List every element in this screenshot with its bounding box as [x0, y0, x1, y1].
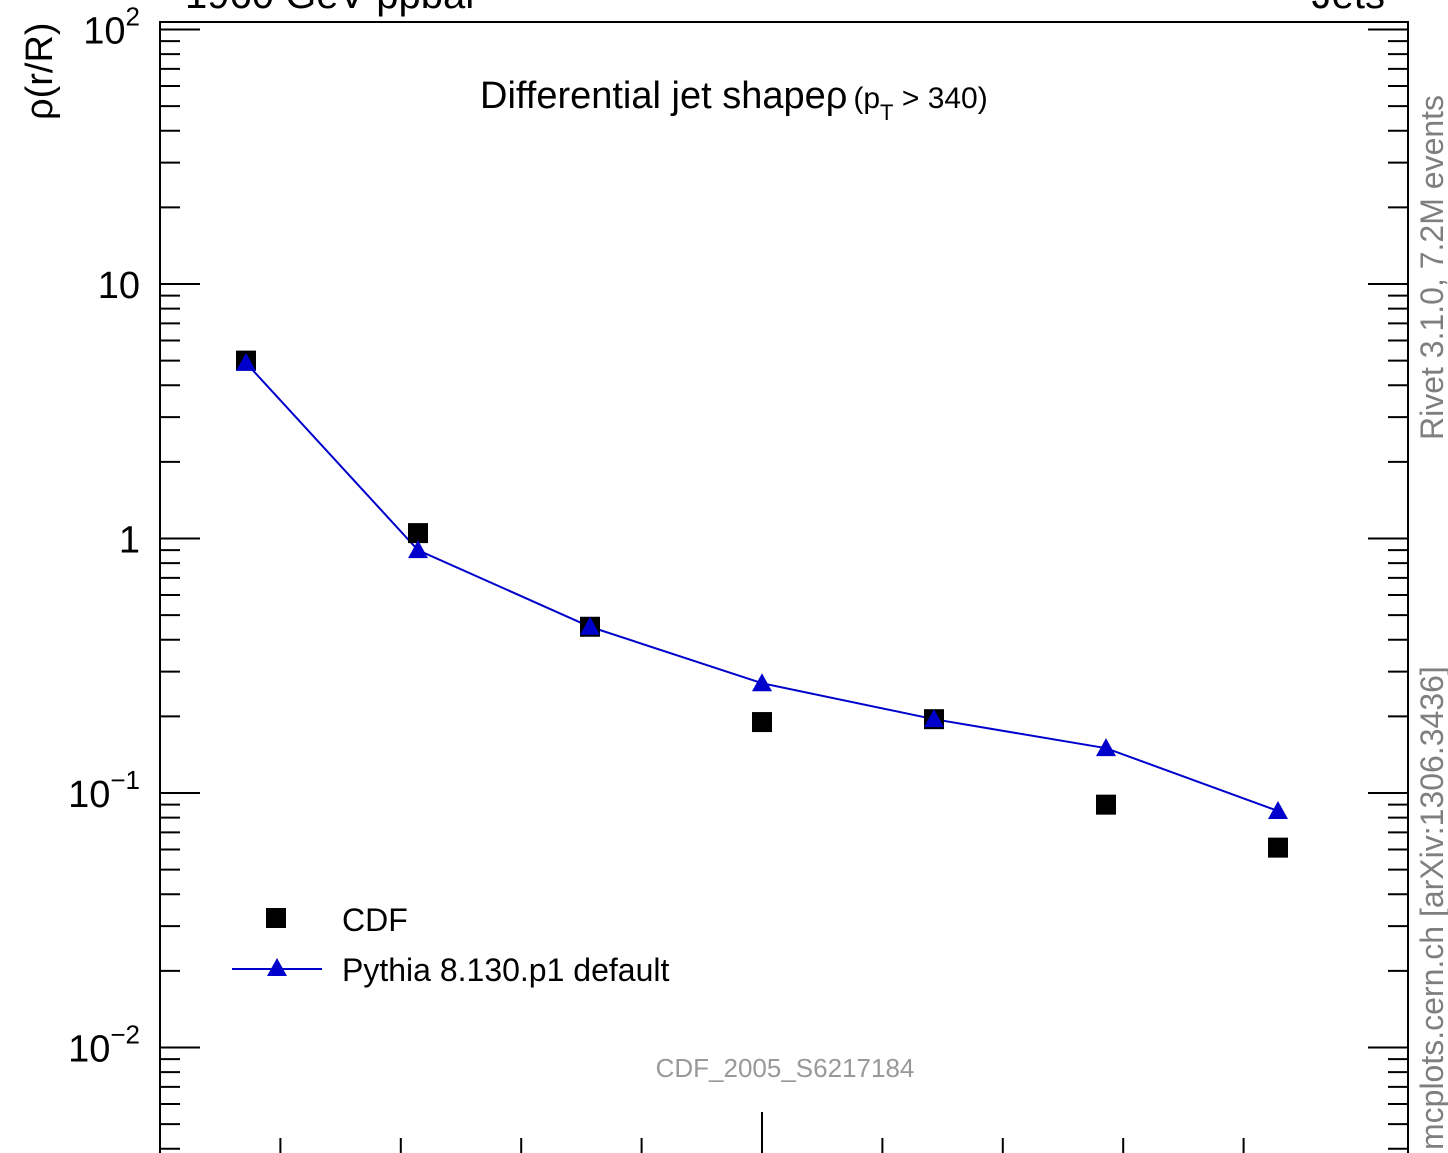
pythia-point: [1096, 738, 1116, 757]
series-points-pythia: [236, 352, 1288, 819]
chart-title-symbol: ρ: [826, 75, 848, 117]
chart-title-cut-close: > 340): [894, 82, 988, 115]
mcplots-label: mcplots.cern.ch [arXiv:1306.3436]: [1414, 666, 1448, 1150]
cdf-point: [752, 712, 772, 733]
header-right-text: Jets: [1312, 0, 1385, 17]
cdf-point: [1268, 837, 1288, 858]
chart-title-cut-open: (p: [853, 82, 880, 115]
chart-title-main: Differential jet shape: [480, 75, 826, 117]
y-tick-label-base: 10: [68, 774, 110, 816]
series-points-cdf: [236, 350, 1288, 858]
pythia-point: [408, 540, 428, 559]
chart-title-cut-sub: T: [880, 100, 893, 125]
legend-marker-pythia: [267, 958, 287, 976]
pythia-point: [924, 709, 944, 728]
y-axis-label: ρ(r/R): [19, 22, 61, 120]
analysis-watermark: CDF_2005_S6217184: [656, 1053, 915, 1083]
y-tick-label: 10−1: [68, 765, 140, 816]
pythia-point: [752, 673, 772, 692]
y-tick-label-base: 10: [68, 1029, 110, 1071]
y-tick-label: 102: [83, 2, 140, 53]
cdf-point: [1096, 794, 1116, 815]
y-tick-label-base: 10: [83, 11, 125, 53]
y-tick-label-exponent: 2: [126, 2, 140, 32]
rivet-version-label: Rivet 3.1.0, 7.2M events: [1414, 95, 1448, 440]
series-line-pythia: [245, 362, 1279, 812]
pythia-point: [580, 616, 600, 635]
y-tick-label-exponent: −1: [110, 765, 140, 795]
legend: CDF Pythia 8.130.p1 default: [232, 902, 669, 988]
y-tick-label: 1: [119, 520, 140, 562]
pythia-point: [236, 352, 256, 371]
legend-marker-cdf: [266, 908, 286, 928]
legend-label-pythia: Pythia 8.130.p1 default: [342, 952, 669, 988]
legend-label-cdf: CDF: [342, 902, 408, 938]
pythia-point: [1268, 800, 1288, 819]
y-tick-label: 10−2: [68, 1020, 140, 1071]
header-left-text: 1960 GeV ppbar: [185, 0, 479, 17]
chart-title: Differential jet shapeρ (pT > 340): [480, 75, 988, 125]
plot-frame: [159, 21, 1409, 1153]
x-axis-ticks: [279, 1112, 1245, 1153]
y-axis-ticks: [160, 28, 1408, 1150]
y-tick-label-exponent: −2: [110, 1020, 140, 1050]
y-tick-label: 10: [98, 265, 140, 307]
cdf-point: [408, 523, 428, 544]
